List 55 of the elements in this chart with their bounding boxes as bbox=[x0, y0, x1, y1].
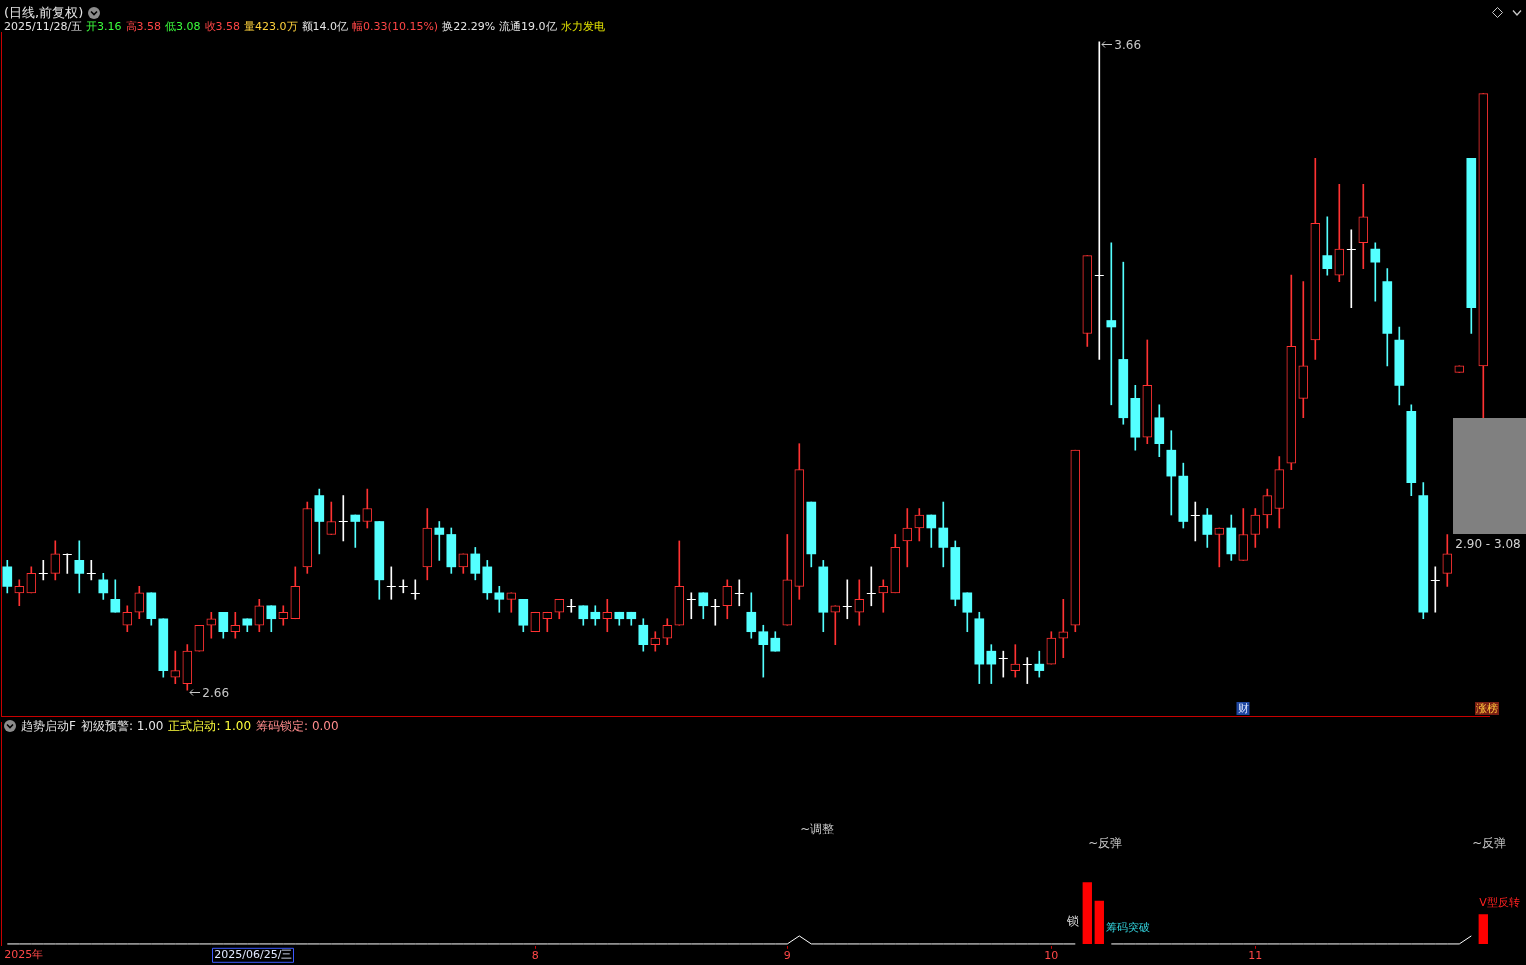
x-tick-label: 10 bbox=[1044, 949, 1059, 963]
x-tick-label: 11 bbox=[1248, 949, 1263, 963]
annotation: 锁 bbox=[1066, 914, 1080, 929]
candlestick bbox=[410, 579, 421, 600]
candlestick bbox=[1214, 527, 1225, 568]
text: 2025/11/28/五 开3.16 高3.58 低3.08 收3.58 量423.0万 额14.0亿 幅0.33(10.15%) 换22.29% 流通19.0亿 水力发电 bbox=[4, 20, 605, 33]
annotation: 2.66 bbox=[202, 686, 230, 701]
candlestick bbox=[902, 508, 913, 568]
text: ~反弹 bbox=[1472, 836, 1507, 851]
text: 财 bbox=[1236, 702, 1250, 715]
candlestick bbox=[1058, 598, 1069, 658]
chart-title: 趋势启动F bbox=[21, 719, 76, 733]
candlestick bbox=[734, 579, 745, 607]
annotation: V型反转 bbox=[1479, 895, 1520, 909]
candlestick bbox=[998, 650, 1009, 678]
x-tick-label: 9 bbox=[783, 949, 791, 963]
annotation: 筹码突破 bbox=[1106, 920, 1151, 934]
candlestick bbox=[86, 560, 97, 581]
chart-title: (日线,前复权) bbox=[4, 5, 84, 20]
candlestick bbox=[1106, 242, 1117, 406]
candlestick bbox=[1430, 566, 1441, 613]
text: 2025/06/25/三 bbox=[214, 948, 293, 962]
candlestick bbox=[62, 553, 73, 574]
candlestick bbox=[386, 566, 397, 600]
candlestick bbox=[1094, 41, 1105, 360]
candlestick bbox=[1346, 229, 1357, 308]
candlestick bbox=[1370, 242, 1381, 302]
candlestick bbox=[878, 579, 889, 613]
candlestick bbox=[350, 514, 361, 548]
candlestick bbox=[842, 579, 853, 620]
annotation: 3.66 bbox=[1114, 37, 1142, 52]
candlestick bbox=[1022, 657, 1033, 684]
candlestick bbox=[1010, 644, 1021, 678]
candlestick bbox=[398, 579, 409, 594]
candlestick bbox=[1322, 216, 1333, 276]
chart-subtitle: 初级预警: 1.00 正式启动: 1.00 筹码锁定: 0.00 bbox=[80, 719, 339, 733]
text: ~调整 bbox=[800, 822, 835, 837]
text: ~反弹 bbox=[1088, 836, 1123, 851]
candlestick bbox=[1298, 281, 1309, 419]
candlestick bbox=[170, 650, 181, 684]
candlestick bbox=[1190, 501, 1201, 542]
candlestick bbox=[566, 598, 577, 613]
candlestick bbox=[866, 566, 877, 607]
text: 涨榜 bbox=[1475, 702, 1500, 715]
text: 2025年 bbox=[4, 948, 44, 962]
annotation: 2.90 - 3.08 bbox=[1455, 537, 1521, 552]
candlestick bbox=[338, 495, 349, 542]
candlestick bbox=[38, 560, 49, 581]
candlestick bbox=[686, 592, 697, 620]
candlestick bbox=[230, 611, 241, 639]
candlestick bbox=[602, 598, 613, 633]
candlestick bbox=[710, 598, 721, 626]
candlestick bbox=[830, 605, 841, 646]
candlestick bbox=[434, 521, 445, 561]
x-tick-label: 8 bbox=[531, 949, 539, 963]
